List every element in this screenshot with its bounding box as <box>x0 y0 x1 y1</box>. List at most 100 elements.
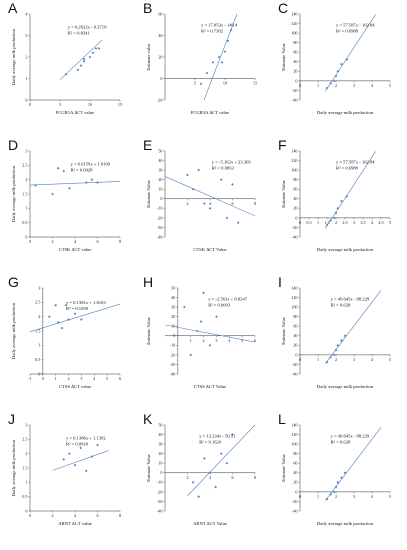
x-tick-label: 4 <box>371 357 374 362</box>
data-point <box>217 55 221 59</box>
y-tick-label: 20 <box>293 69 297 74</box>
y-tick-label: 40 <box>293 470 297 475</box>
data-point <box>97 47 101 50</box>
panel-label: C <box>278 0 288 16</box>
equation-label: y = -2.563x + 8.8347 <box>208 297 248 302</box>
equation-label: y = 0.1381x + 1.6103 <box>66 300 106 305</box>
trendline <box>324 427 382 502</box>
x-tick-label: 5 <box>194 81 196 86</box>
y-tick-label: 4 <box>25 11 28 16</box>
x-axis-label: CTSK ΔCT value <box>59 247 92 252</box>
data-point <box>51 192 54 196</box>
data-point <box>229 28 233 32</box>
y-tick-label: 0 <box>295 78 297 83</box>
y-tick-label: -40 <box>170 371 176 376</box>
y-tick-label: 20 <box>293 206 297 211</box>
y-tick-label: 40 <box>293 196 297 201</box>
data-point <box>332 79 336 83</box>
r-squared-label: R² = 0.7382 <box>201 29 224 34</box>
y-tick-label: 40 <box>158 432 162 437</box>
data-point <box>208 471 212 475</box>
panel-g: G -1 0 1 2 3 4 5 6 0 0.5 1 1.5 2 2.5 3 y = 0.1381x + 1.6… <box>8 274 121 389</box>
y-tick-label: 0 <box>295 489 297 494</box>
equation-label: y = 57.587x - 102.84 <box>336 160 375 165</box>
y-tick-label: 140 <box>291 285 297 290</box>
data-point <box>223 50 227 53</box>
y-tick-label: 40 <box>158 33 162 38</box>
y-tick-label: 0 <box>38 371 40 376</box>
panel-label: K <box>143 411 153 427</box>
data-point <box>34 184 37 187</box>
x-tick-label: 0 <box>29 102 31 107</box>
x-axis-label: Daily average milk production <box>317 247 374 252</box>
x-axis-label: CTSS ΔCT Value <box>194 384 226 389</box>
y-tick-label: -40 <box>292 234 298 239</box>
y-tick-label: -20 <box>292 499 298 504</box>
x-tick-label: 10 <box>88 102 92 107</box>
data-point <box>76 68 80 72</box>
data-point <box>226 39 230 43</box>
data-point <box>199 82 203 86</box>
x-tick-label: 2 <box>51 239 53 244</box>
r-squared-label: R² = 0.6988 <box>336 29 359 34</box>
panel-e: E 2 4 6 8 -40 -30 -20 -10 0 10 20 30 40 50 y = -5.162x … <box>143 137 256 252</box>
trendline <box>164 176 256 217</box>
x-tick-label: 3.5 <box>360 220 365 225</box>
y-tick-label: 0.5 <box>22 494 27 499</box>
data-point <box>334 485 338 489</box>
y-tick-label: 1.5 <box>22 191 27 196</box>
y-tick-label: -10 <box>157 206 163 211</box>
y-tick-label: 20 <box>293 343 297 348</box>
y-tick-label: 1.5 <box>22 465 27 470</box>
x-tick-label: 5 <box>389 83 391 88</box>
x-tick-label: 1 <box>55 376 57 381</box>
panel-label: F <box>278 137 287 153</box>
panel-k: K 2 4 6 8 -40 -30 -20 -10 0 10 20 30 40 50 y = 13.234x … <box>143 411 256 526</box>
y-tick-label: 1 <box>25 480 27 485</box>
x-tick-label: 2 <box>186 475 188 480</box>
x-tick-label: 6 <box>96 513 98 518</box>
x-tick-label: 6 <box>254 338 256 343</box>
panel-label: G <box>8 274 19 290</box>
y-tick-label: 2.5 <box>22 163 27 168</box>
x-tick-label: 0 <box>29 513 31 518</box>
y-tick-label: -20 <box>157 489 163 494</box>
data-point <box>325 86 329 90</box>
r-squared-label: R² = 0.1058 <box>66 306 89 311</box>
trendline <box>324 151 376 229</box>
x-tick-label: 2 <box>335 220 337 225</box>
x-tick-label: -1 <box>28 376 32 381</box>
data-point <box>191 187 195 191</box>
data-point <box>47 315 51 318</box>
x-axis-label: ARNT ΔCT Value <box>193 521 227 526</box>
x-axis-label: ARNT ΔCT value <box>58 521 91 526</box>
x-tick-label: 2.5 <box>342 220 347 225</box>
y-axis-label: Estimate Value <box>281 43 286 71</box>
data-point <box>332 353 336 357</box>
trendline <box>324 290 382 365</box>
data-point <box>56 166 60 170</box>
y-tick-label: 140 <box>291 422 297 427</box>
equation-label: y = 13.234x - 50.51 <box>199 434 236 439</box>
x-tick-label: 0 <box>42 376 44 381</box>
equation-label: y = 49.645x - 88.229 <box>331 297 370 302</box>
x-tick-label: 4 <box>228 338 231 343</box>
equation-label: y = 57.587x - 102.84 <box>336 23 375 28</box>
r-squared-label: R² = 0.628 <box>331 440 351 445</box>
r-squared-label: R² = 0.0918 <box>66 441 89 446</box>
data-point <box>343 334 347 338</box>
y-tick-label: 40 <box>158 158 162 163</box>
y-tick-label: 100 <box>291 442 297 447</box>
equation-label: y = 0.0159x + 1.8109 <box>71 161 111 166</box>
trendline <box>324 14 376 92</box>
y-tick-label: -20 <box>292 362 298 367</box>
data-point <box>208 207 212 210</box>
y-tick-label: -40 <box>292 371 298 376</box>
x-tick-label: 2 <box>51 513 53 518</box>
r-squared-label: R² = 0.0028 <box>71 167 94 172</box>
y-tick-label: 0 <box>25 234 27 239</box>
y-tick-label: 20 <box>158 451 162 456</box>
x-axis-label: CTSK ΔCT Value <box>193 247 226 252</box>
